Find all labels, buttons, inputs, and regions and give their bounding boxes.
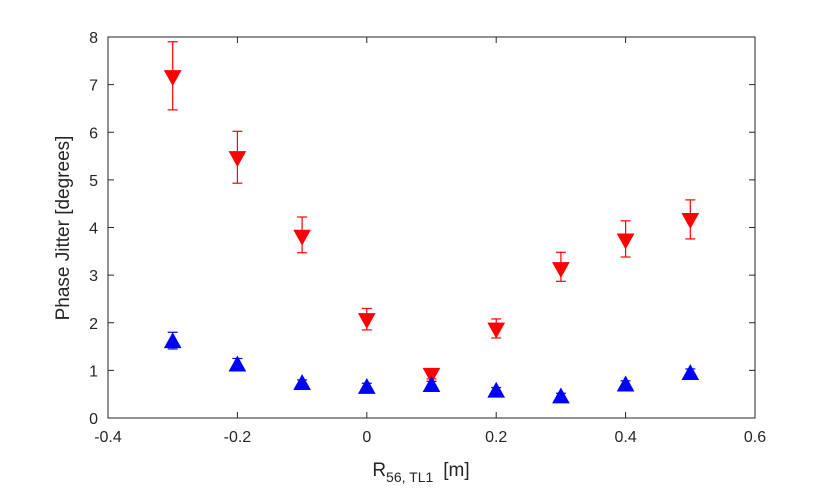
x-axis-title-main: R (372, 460, 386, 481)
data-point (552, 387, 570, 404)
data-point (681, 364, 700, 381)
y-tick-label: 0 (89, 411, 98, 428)
data-point (357, 377, 376, 394)
data-point (487, 322, 506, 339)
data-point (681, 213, 700, 229)
y-tick-label: 7 (89, 78, 98, 95)
data-point (552, 262, 570, 279)
data-point (616, 375, 635, 392)
data-point (487, 381, 506, 398)
plot-area (108, 37, 755, 418)
plot-frame (107, 36, 756, 419)
x-tick-label: 0.4 (614, 429, 636, 446)
x-tick-label: -0.2 (224, 429, 252, 446)
y-tick-label: 8 (89, 30, 98, 47)
x-tick-label: 0.6 (744, 429, 766, 446)
data-point (293, 229, 311, 246)
data-point (422, 376, 441, 392)
y-tick-label: 2 (89, 316, 98, 333)
data-point (228, 355, 247, 372)
x-axis-title-subscript: 56, TL1 (386, 469, 433, 485)
data-marks-group (163, 41, 700, 404)
y-tick-label: 5 (89, 173, 98, 190)
x-axis-title-unit: [m] (443, 460, 469, 481)
data-point (163, 70, 182, 87)
series-triangle-down (163, 41, 700, 384)
data-point (422, 367, 441, 384)
y-axis-title: Phase Jitter [degrees] (53, 136, 74, 321)
series-triangle-up (163, 331, 700, 404)
data-point (616, 233, 635, 250)
y-tick-label: 3 (89, 268, 98, 285)
x-tick-label: -0.4 (94, 429, 122, 446)
x-tick-label: 0.2 (485, 429, 507, 446)
data-point (357, 313, 376, 329)
ticks-group: -0.4 -0.2 0 0.2 0.4 0.6 0 1 2 3 4 5 6 7 8 (89, 30, 766, 446)
x-axis-title: R56, TL1 [m] (372, 460, 469, 485)
data-point (163, 332, 182, 349)
y-tick-label: 4 (89, 221, 98, 238)
y-tick-label: 1 (89, 363, 98, 380)
data-point (293, 374, 311, 391)
data-point (228, 151, 247, 168)
x-tick-label: 0 (362, 429, 371, 446)
y-tick-label: 6 (89, 125, 98, 142)
